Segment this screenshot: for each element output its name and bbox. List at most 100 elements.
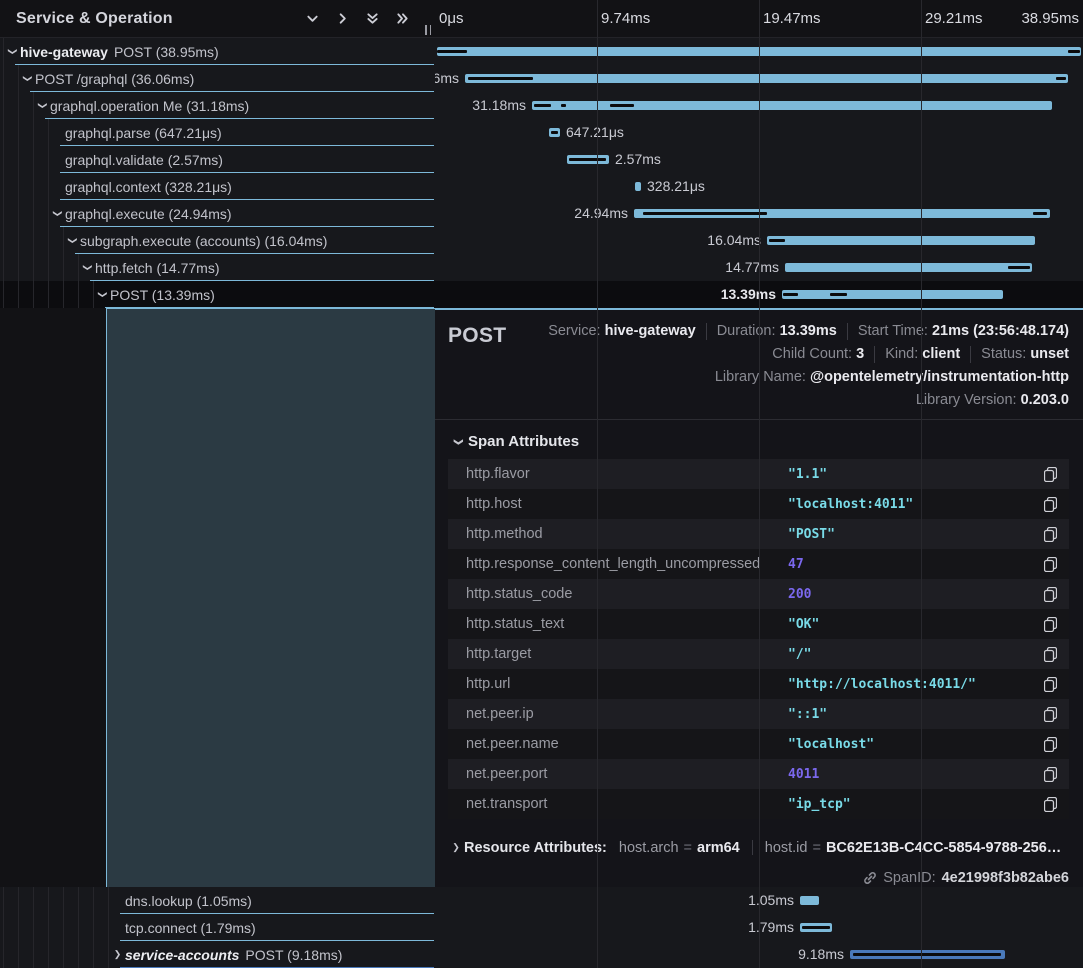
span-timeline-cell[interactable]: 1.79ms [435, 914, 1083, 941]
span-timeline-cell[interactable]: 36.06ms [435, 65, 1083, 92]
chevron-down-icon[interactable]: ❯ [59, 233, 86, 248]
span-timeline-cell[interactable]: 38.95ms [435, 38, 1083, 65]
span-name-cell[interactable]: ❯subgraph.execute (accounts) (16.04ms) [0, 227, 435, 254]
span-name-cell[interactable]: ❯service-accountsPOST (9.18ms) [0, 941, 435, 968]
attribute-value: "OK" [788, 617, 1042, 632]
span-name-label: subgraph.execute (accounts) (16.04ms) [80, 233, 327, 249]
span-name-cell[interactable]: ❯graphql.operation Me (31.18ms) [0, 92, 435, 119]
span-name-cell[interactable]: ❯POST /graphql (36.06ms) [0, 65, 435, 92]
span-duration-bar[interactable] [465, 74, 1068, 83]
span-name-cell[interactable]: ❯http.fetch (14.77ms) [0, 254, 435, 281]
span-attributes-header[interactable]: ❯ Span Attributes [450, 433, 1069, 450]
copy-button[interactable] [1042, 495, 1059, 514]
span-row: ❯graphql.operation Me (31.18ms) 31.18ms [0, 92, 1083, 119]
copy-icon [1044, 497, 1057, 512]
chevron-down-icon[interactable] [306, 12, 319, 25]
column-resize-handle[interactable] [425, 25, 431, 35]
span-row: ❯service-accountsPOST (9.18ms)9.18ms [0, 941, 1083, 968]
attribute-value: "http://localhost:4011/" [788, 677, 1042, 692]
indent-guides [0, 254, 79, 281]
child-span-marker [561, 104, 566, 107]
chevron-down-icon[interactable]: ❯ [74, 260, 101, 275]
span-duration-bar[interactable] [635, 182, 641, 191]
span-row: graphql.validate (2.57ms)2.57ms [0, 146, 1083, 173]
attribute-row: http.host"localhost:4011" [448, 489, 1069, 519]
span-name-cell[interactable]: tcp.connect (1.79ms) [0, 914, 435, 941]
overview-value: hive-gateway [605, 323, 696, 339]
span-name-cell[interactable]: graphql.parse (647.21μs) [0, 119, 435, 146]
chevron-down-icon[interactable]: ❯ [44, 206, 71, 221]
span-duration-bar[interactable] [800, 896, 819, 905]
span-timeline-cell[interactable]: 328.21μs [435, 173, 1083, 200]
attribute-key: net.peer.name [466, 736, 788, 752]
span-name-label: dns.lookup (1.05ms) [125, 893, 252, 909]
span-timeline-cell[interactable]: 14.77ms [435, 254, 1083, 281]
chevron-down-icon[interactable]: ❯ [14, 71, 41, 86]
overview-label: Status: [981, 346, 1030, 362]
copy-button[interactable] [1042, 465, 1059, 484]
copy-button[interactable] [1042, 675, 1059, 694]
attribute-row: http.status_code200 [448, 579, 1069, 609]
copy-button[interactable] [1042, 525, 1059, 544]
span-timeline-cell[interactable]: 24.94ms [435, 200, 1083, 227]
span-row: tcp.connect (1.79ms) 1.79ms [0, 914, 1083, 941]
span-timeline-cell[interactable]: 9.18ms [435, 941, 1083, 968]
service-name: hive-gateway [20, 44, 108, 60]
double-chevron-down-icon[interactable] [366, 12, 379, 25]
chevron-down-icon[interactable]: ❯ [0, 44, 26, 59]
overview-item: Library Name: @opentelemetry/instrumenta… [705, 369, 1069, 386]
span-name-cell[interactable]: ❯POST (13.39ms) [0, 281, 435, 308]
child-span-marker [534, 104, 551, 107]
copy-button[interactable] [1042, 795, 1059, 814]
overview-value: 3 [856, 346, 864, 362]
copy-button[interactable] [1042, 555, 1059, 574]
copy-button[interactable] [1042, 585, 1059, 604]
indent-guides [0, 887, 109, 914]
overview-line: Child Count: 3Kind: clientStatus: unset [448, 346, 1069, 363]
chevron-down-icon[interactable]: ❯ [29, 98, 56, 113]
resource-attributes-row[interactable]: ❯ Resource Attributes: host.arch=arm64ho… [448, 834, 1069, 861]
attribute-key: http.flavor [466, 466, 788, 482]
attribute-key: http.status_text [466, 616, 788, 632]
duration-label: 31.18ms [472, 97, 526, 114]
span-name-cell[interactable]: ❯graphql.execute (24.94ms) [0, 200, 435, 227]
copy-button[interactable] [1042, 645, 1059, 664]
link-icon[interactable] [863, 871, 877, 885]
span-duration-bar[interactable] [785, 263, 1032, 272]
span-duration-bar[interactable] [767, 236, 1035, 245]
ruler-tick-label: 9.74ms [601, 10, 650, 27]
span-name-label: tcp.connect (1.79ms) [125, 920, 256, 936]
copy-button[interactable] [1042, 615, 1059, 634]
copy-button[interactable] [1042, 735, 1059, 754]
span-timeline-cell[interactable]: 2.57ms [435, 146, 1083, 173]
span-timeline-cell[interactable]: 1.05ms [435, 887, 1083, 914]
span-name-cell[interactable]: dns.lookup (1.05ms) [0, 887, 435, 914]
span-name-cell[interactable]: graphql.context (328.21μs) [0, 173, 435, 200]
overview-label: Library Name: [715, 369, 810, 385]
span-name-cell[interactable]: graphql.validate (2.57ms) [0, 146, 435, 173]
chevron-right-icon[interactable]: ❯ [110, 941, 125, 968]
span-duration-bar[interactable] [782, 290, 1003, 299]
attribute-value: "1.1" [788, 467, 1042, 482]
copy-button[interactable] [1042, 765, 1059, 784]
chevron-right-icon[interactable] [336, 12, 349, 25]
chevron-down-icon[interactable]: ❯ [89, 287, 116, 302]
span-timeline-cell[interactable]: 647.21μs [435, 119, 1083, 146]
span-timeline-cell[interactable]: 13.39ms [435, 281, 1083, 308]
span-name-cell[interactable]: ❯hive-gatewayPOST (38.95ms) [0, 38, 435, 65]
span-duration-bar[interactable] [437, 47, 1081, 56]
span-row: ❯hive-gatewayPOST (38.95ms)38.95ms [0, 38, 1083, 65]
indent-guides [0, 281, 94, 308]
attribute-row: http.url"http://localhost:4011/" [448, 669, 1069, 699]
span-timeline-cell[interactable]: 16.04ms [435, 227, 1083, 254]
child-span-marker [1068, 50, 1080, 53]
copy-button[interactable] [1042, 705, 1059, 724]
child-span-marker [643, 212, 767, 215]
indent-guides [0, 146, 49, 173]
attribute-value: "localhost:4011" [788, 497, 1042, 512]
overview-value: 21ms (23:56:48.174) [932, 323, 1069, 339]
indent-guides [0, 200, 49, 227]
trace-viewer: Service & Operation 0μs9.74ms19.47ms29.2… [0, 0, 1083, 968]
double-chevron-right-icon[interactable] [396, 12, 409, 25]
span-timeline-cell[interactable]: 31.18ms [435, 92, 1083, 119]
